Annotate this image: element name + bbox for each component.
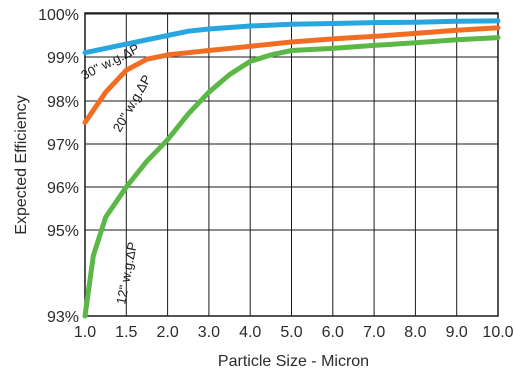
y-tick-label: 100%	[38, 7, 79, 24]
x-tick-label: 2.0	[156, 324, 178, 341]
y-tick-label: 93%	[47, 309, 79, 326]
y-tick-label: 99%	[47, 50, 79, 67]
x-tick-label: 7.0	[363, 324, 385, 341]
y-tick-label: 95%	[47, 223, 79, 240]
y-tick-label: 97%	[47, 137, 79, 154]
x-tick-label: 8.0	[404, 324, 426, 341]
x-tick-label: 4.0	[239, 324, 261, 341]
x-tick-label: 3.0	[198, 324, 220, 341]
plot-frame	[84, 12, 499, 317]
y-tick-label: 96%	[47, 180, 79, 197]
x-tick-label: 6.0	[322, 324, 344, 341]
series-line	[82, 35, 501, 319]
series-line	[82, 25, 501, 125]
x-tick-label: 1.5	[115, 324, 137, 341]
x-tick-label: 5.0	[280, 324, 302, 341]
y-tick-label: 98%	[47, 94, 79, 111]
x-tick-label: 9.0	[446, 324, 468, 341]
x-axis-title: Particle Size - Micron	[218, 353, 369, 370]
series-line	[82, 18, 501, 56]
x-tick-label: 10.0	[482, 324, 513, 341]
x-tick-label: 1.0	[74, 324, 96, 341]
y-axis-title: Expected Efficiency	[13, 95, 30, 234]
